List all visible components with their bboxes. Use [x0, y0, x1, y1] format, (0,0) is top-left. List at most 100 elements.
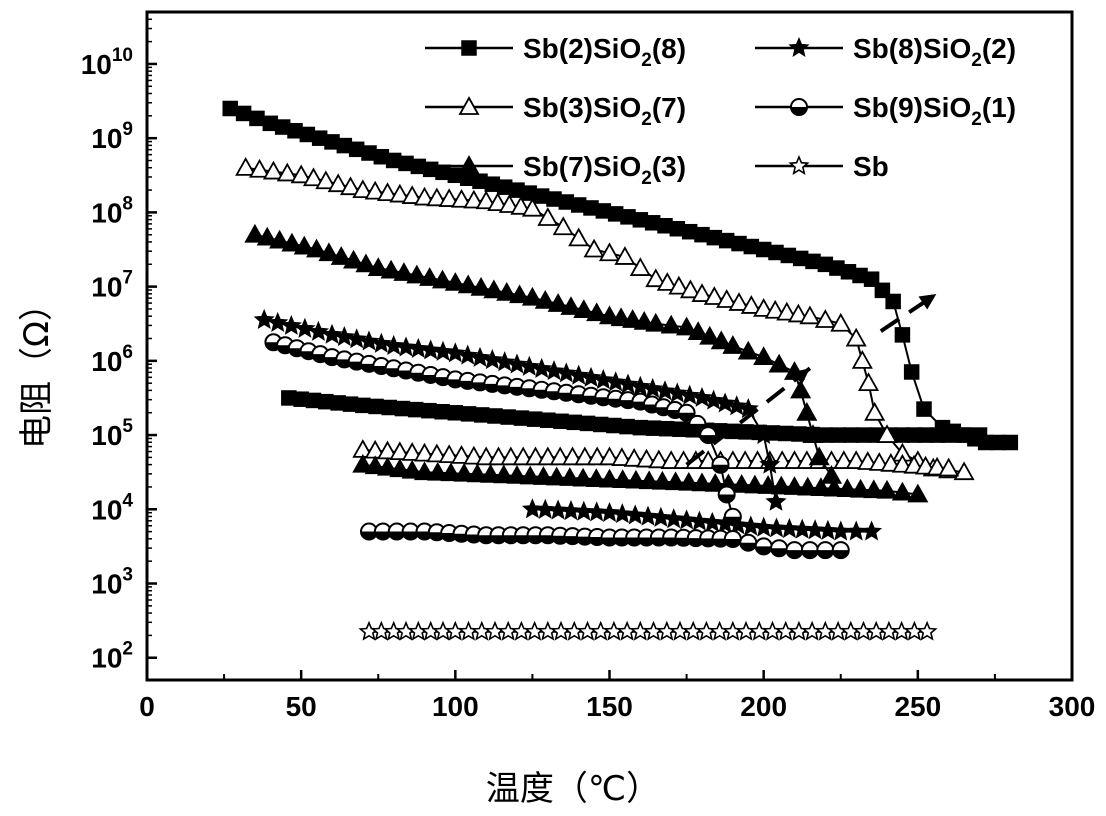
series-2-point: [393, 262, 415, 281]
series-1-point: [521, 197, 543, 217]
series-4-point-fill: [786, 550, 803, 559]
series-0-point: [526, 411, 543, 427]
series-2-point: [737, 340, 759, 360]
series-1-point: [364, 180, 386, 200]
series-2-point: [532, 466, 554, 485]
series-3-point: [407, 337, 429, 359]
series-3-point: [753, 424, 775, 444]
series-3-point: [642, 377, 664, 398]
series-2-point: [691, 472, 713, 492]
series-3-point: [383, 334, 405, 355]
series-2-point: [560, 296, 582, 315]
series-1-point: [276, 162, 298, 182]
series-1-point: [764, 299, 786, 319]
legend-item-1: Sb(3)SiO2(7): [425, 92, 686, 130]
series-3-point: [506, 353, 528, 374]
series-1-point: [561, 446, 584, 466]
series-1-point: [498, 194, 520, 213]
series-2-point: [318, 242, 340, 262]
series-0-point: [645, 420, 662, 436]
series-2: [244, 223, 929, 503]
series-1-point: [598, 446, 621, 466]
series-3-point: [679, 384, 701, 405]
series-0-point: [956, 427, 972, 443]
series-3-point: [703, 389, 725, 410]
series-1-point: [611, 447, 633, 466]
series-1-point: [389, 183, 411, 203]
series-2-point: [364, 455, 386, 475]
series-2-point: [431, 269, 454, 289]
series-1-point: [635, 448, 658, 468]
legend-marker: [788, 154, 810, 175]
series-2-point: [645, 312, 667, 332]
series-2-point: [710, 330, 732, 350]
series-4-point-fill: [361, 531, 377, 540]
y-tick-label: 105: [91, 416, 133, 451]
series-3-point: [637, 505, 659, 526]
series-1-point: [629, 257, 651, 276]
series-2-point: [466, 463, 488, 483]
series-1-point: [438, 444, 460, 464]
series-1-point: [510, 195, 532, 215]
series-2-point: [281, 232, 303, 252]
series-0-point: [971, 427, 988, 443]
series-2-point: [722, 335, 744, 354]
legend-label: Sb(7)SiO2(3): [523, 151, 686, 189]
series-2-point: [796, 401, 818, 421]
legend-item-0: Sb(2)SiO2(8): [425, 33, 686, 71]
series-2-point: [731, 474, 753, 493]
series-2-point: [293, 235, 315, 255]
series-1-point: [691, 283, 713, 302]
series-0-point: [487, 408, 503, 424]
series-2-point: [401, 459, 423, 479]
series-3-point: [765, 490, 787, 511]
series-1-point: [728, 292, 750, 311]
series-3-point: [333, 326, 355, 347]
series-3-point: [294, 317, 316, 338]
series-1-point: [845, 327, 867, 347]
series-2-point: [483, 279, 505, 299]
series-2-point: [521, 286, 543, 306]
series-1-point: [703, 286, 725, 305]
series-2-point: [380, 259, 402, 279]
series-1-point: [463, 189, 485, 209]
series-2-point: [704, 473, 726, 492]
series-0-point: [579, 415, 596, 432]
series-2-point: [519, 465, 541, 485]
x-tick-label: 0: [139, 691, 155, 722]
series-1-point: [660, 450, 682, 469]
series-5: [358, 620, 938, 641]
legend-label: Sb(8)SiO2(2): [853, 33, 1016, 71]
series-2-point: [389, 458, 411, 478]
series-0-point: [903, 364, 920, 380]
series-2-point: [376, 456, 399, 476]
series-2-point: [863, 479, 885, 499]
series-1-point: [753, 298, 775, 317]
series-1-point: [623, 447, 645, 467]
series-0-point: [791, 426, 807, 442]
series-1-point: [537, 446, 559, 466]
series-0-point: [738, 424, 754, 440]
series-1-point: [586, 446, 608, 466]
series-0-point: [460, 406, 477, 422]
series-3-point: [494, 351, 516, 372]
series-3-point: [688, 510, 710, 531]
series-2-point: [269, 229, 291, 249]
series-1-point: [339, 176, 362, 196]
y-tick-label: 102: [91, 639, 133, 674]
series-1-point: [938, 457, 960, 477]
x-tick-label: 200: [740, 691, 787, 722]
series-2-point: [850, 478, 872, 498]
series-2-point: [496, 281, 518, 301]
legend-label: Sb(9)SiO2(1): [853, 92, 1016, 130]
series-3-point: [629, 375, 651, 396]
series-2-point: [790, 379, 812, 399]
series-0: [222, 100, 1019, 451]
series-3: [253, 308, 883, 541]
series-0-point: [856, 427, 872, 443]
series-1-point: [656, 272, 678, 291]
series-3-point: [598, 501, 621, 523]
series-2-point: [367, 257, 389, 276]
series-2-point: [480, 463, 502, 483]
series-2-point: [352, 453, 374, 473]
